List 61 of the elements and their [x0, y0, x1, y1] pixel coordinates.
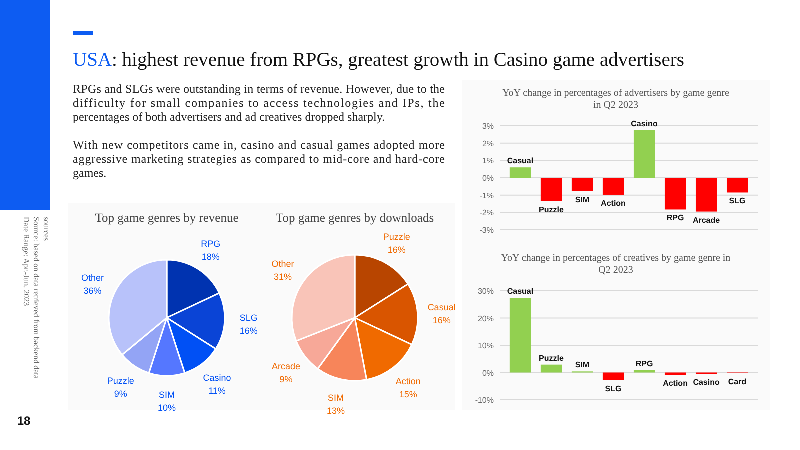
text: 18: [17, 414, 31, 428]
chart-title: YoY change in percentages of advertisers by game genre in Q2 2023: [502, 88, 730, 111]
y-tick-label: 0%: [482, 174, 494, 183]
slice-label: RPG: [201, 238, 221, 249]
data-label: 15%: [399, 390, 418, 400]
text: RPGs and SLGs were outstanding in terms of revenue. However, due to the difficulty for small companies to access technologies and IPs, the percentages of both advertisers and ad creatives dropped sharply.: [73, 82, 445, 124]
y-tick-label: 2%: [482, 139, 494, 148]
text: USA: highest revenue from RPGs, greatest growth in Casino game advertisers: [73, 50, 684, 71]
bar: [602, 178, 624, 195]
bar: [602, 372, 624, 380]
x-tick-label: Action: [601, 198, 626, 208]
text: With new competitors came in, casino and casual games adopted more aggressive marketing strategies as compared to mid-core and hard-core games.: [73, 138, 445, 180]
data-label: 9%: [280, 374, 293, 384]
slice-label: SIM: [158, 390, 176, 400]
chart-title: Top game genres by revenue: [95, 211, 240, 225]
chart-title: YoY change in percentages of creatives by game genre in Q2 2023: [501, 253, 731, 276]
y-tick-label: -2%: [480, 208, 494, 218]
chart-title: Top game genres by downloads: [276, 211, 434, 225]
text: Date Range: Apr.-Jun. 2023: [22, 217, 31, 306]
data-label: 16%: [388, 244, 406, 255]
y-tick-label: 1%: [482, 156, 494, 166]
data-label: 9%: [114, 388, 128, 399]
bar: [540, 364, 562, 373]
bar: [726, 178, 748, 193]
y-tick-label: -1%: [480, 191, 494, 200]
y-tick-label: -3%: [480, 226, 494, 235]
data-label: 31%: [274, 272, 292, 282]
y-tick-label: 0%: [482, 368, 494, 378]
x-tick-label: SLG: [729, 196, 746, 206]
x-tick-label: SIM: [575, 195, 590, 204]
source-note: Source: based on data retrieved from backend data sources: [32, 217, 51, 380]
data-label: 16%: [432, 316, 451, 326]
y-tick-label: 20%: [478, 314, 494, 324]
y-tick-label: -10%: [475, 396, 494, 405]
slice-label: Other: [272, 259, 294, 270]
y-tick-label: 30%: [478, 287, 494, 296]
bar: [696, 178, 718, 212]
data-label: 11%: [208, 386, 226, 396]
slice-label: Casual: [428, 302, 456, 313]
x-tick-label: Card: [728, 377, 747, 386]
slice-label: SIM: [328, 392, 344, 403]
bar: [664, 178, 686, 210]
bar: [540, 178, 562, 202]
y-tick-label: 3%: [482, 122, 494, 131]
data-label: 10%: [158, 403, 176, 413]
slice-label: Other: [82, 273, 104, 284]
x-tick-label: RPG: [636, 359, 654, 368]
bar: [510, 298, 532, 373]
x-tick-label: Casino: [693, 378, 720, 388]
bar: [634, 370, 656, 373]
slice-label: SLG: [240, 313, 258, 324]
data-label: 16%: [240, 326, 258, 336]
data-label: 13%: [327, 406, 346, 416]
data-label: 36%: [84, 286, 102, 296]
bar: [572, 178, 594, 192]
bar: [510, 168, 532, 178]
y-tick-label: 10%: [478, 342, 494, 350]
bar: [634, 130, 656, 178]
slice-label: Puzzle: [383, 232, 410, 242]
x-tick-label: Action: [663, 379, 688, 388]
data-label: 18%: [202, 252, 220, 262]
